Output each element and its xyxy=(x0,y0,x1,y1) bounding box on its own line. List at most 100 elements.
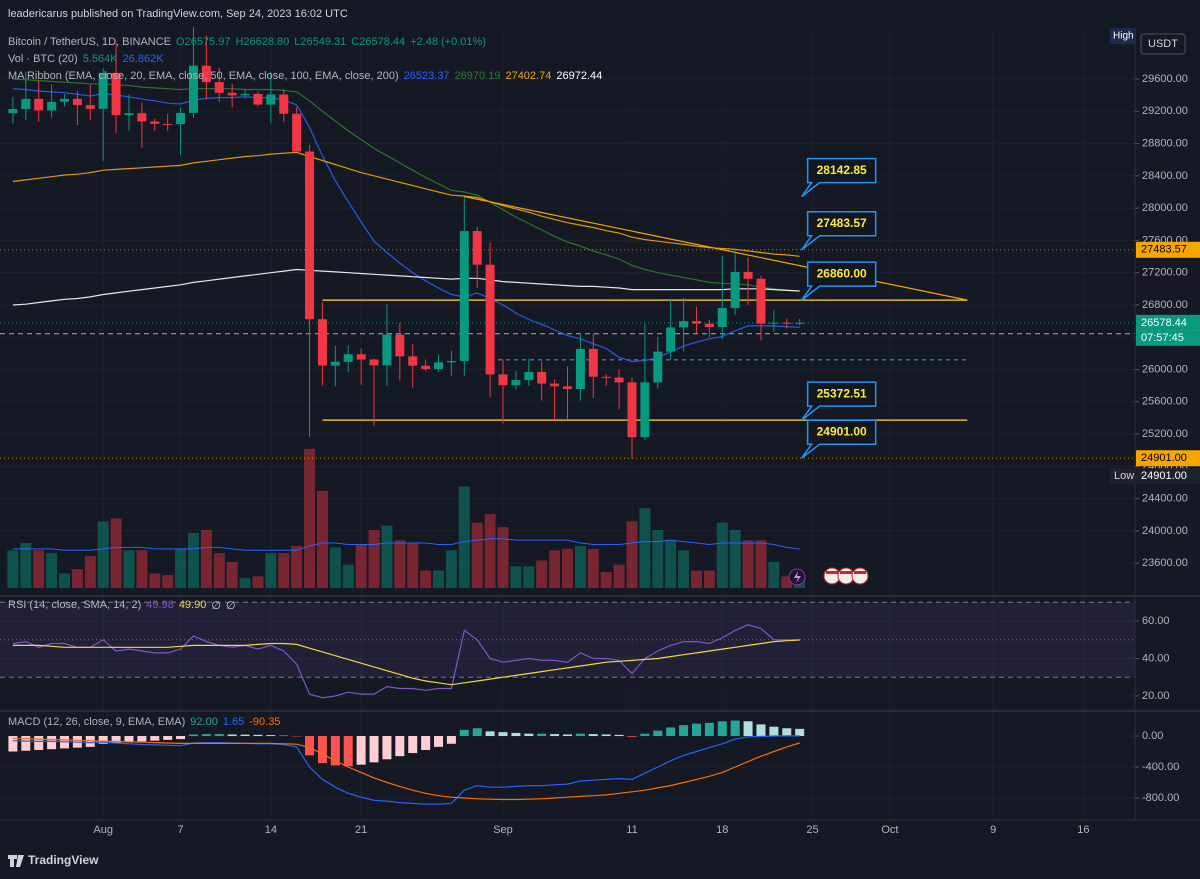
candle-body xyxy=(524,371,534,381)
volume-bar xyxy=(484,514,496,588)
volume-bar xyxy=(742,540,754,588)
candle-body xyxy=(601,376,611,378)
macd-histogram xyxy=(472,728,482,737)
callout xyxy=(801,419,877,459)
macd-histogram xyxy=(266,735,276,737)
y-tick-label: 28000.00 xyxy=(1142,202,1188,214)
y-tick-label: 23600.00 xyxy=(1142,557,1188,569)
callout xyxy=(801,381,877,421)
candle-body xyxy=(266,94,276,105)
volume-bar xyxy=(187,532,199,588)
macd-histogram xyxy=(627,736,637,737)
x-tick-label: 25 xyxy=(806,824,818,836)
volume-bar xyxy=(510,566,522,588)
candle-body xyxy=(150,121,160,124)
candle-body xyxy=(421,365,431,370)
candle-body xyxy=(176,112,186,125)
macd-histogram xyxy=(640,733,650,737)
low-tag-label: Low xyxy=(1114,470,1134,482)
volume-bar xyxy=(781,576,793,588)
low-tag-bg xyxy=(1110,468,1200,485)
candle-body xyxy=(743,271,753,279)
macd-histogram xyxy=(356,736,366,765)
macd-value: 1.65 xyxy=(222,716,245,728)
candle-body xyxy=(124,113,134,116)
volume-bar xyxy=(123,550,135,588)
event-flag[interactable] xyxy=(851,567,869,585)
axis-tag-label: 27483.57 xyxy=(1141,244,1187,256)
ma-legend: MA Ribbon (EMA, close, 20, EMA, close, 5… xyxy=(8,70,602,82)
volume-bar xyxy=(200,530,212,588)
candle-body xyxy=(640,382,650,438)
rsi-value: 49.90 xyxy=(178,599,207,611)
volume-bar xyxy=(729,530,741,588)
callout-label: 27483.57 xyxy=(817,216,867,230)
event-icons xyxy=(788,567,869,586)
volume-bar xyxy=(329,547,341,588)
volume-bar xyxy=(265,553,277,588)
x-tick-label: 16 xyxy=(1077,824,1089,836)
candle-body xyxy=(188,65,198,113)
volume-bar xyxy=(316,490,328,588)
macd-histogram xyxy=(588,734,598,737)
volume-bar xyxy=(252,576,264,588)
volume-bar xyxy=(600,572,612,588)
volume-bar xyxy=(716,522,728,588)
volume-bar xyxy=(407,543,419,588)
macd-legend: MACD (12, 26, close, 9, EMA, EMA) 92.00 1… xyxy=(8,716,280,728)
candle-body xyxy=(343,354,353,362)
candle-body xyxy=(511,380,521,386)
high-tag-bg xyxy=(1110,28,1136,44)
candle-body xyxy=(137,113,147,122)
candle-body xyxy=(21,98,31,110)
last-price-tag xyxy=(1136,314,1200,331)
candle-body xyxy=(679,321,689,328)
macd-histogram xyxy=(8,736,18,752)
ohlc: L26549.31 xyxy=(294,36,347,48)
macd-histogram xyxy=(21,736,31,751)
rsi-title: RSI (14, close, SMA, 14, 2) xyxy=(8,599,142,611)
volume-bar xyxy=(162,574,174,588)
x-tick-label: 18 xyxy=(716,824,728,836)
candle-body xyxy=(227,92,237,96)
y-tick-label: -400.00 xyxy=(1142,761,1179,773)
candle-body xyxy=(704,323,714,327)
macd-histogram xyxy=(201,734,211,737)
macd-hist-value: 92.00 xyxy=(190,716,218,728)
macd-value: -90.35 xyxy=(249,716,281,728)
candle-body xyxy=(446,360,456,363)
macd-histogram xyxy=(305,736,315,756)
macd-histogram xyxy=(446,736,456,744)
high-tag: High xyxy=(1113,31,1134,42)
macd-histogram xyxy=(550,734,560,737)
price-legend: Bitcoin / TetherUS, 1D, BINANCE O26575.9… xyxy=(8,36,486,48)
volume-bar xyxy=(291,545,303,588)
volume-value: 5.564K xyxy=(82,53,118,65)
x-tick-label: 21 xyxy=(355,824,367,836)
volume-bar xyxy=(703,570,715,588)
macd-histogram xyxy=(421,736,431,750)
volume-bar xyxy=(678,550,690,588)
macd-histogram xyxy=(137,736,147,742)
candle-body xyxy=(459,231,469,361)
volume-bar xyxy=(639,508,651,588)
y-tick-label: -800.00 xyxy=(1142,792,1179,804)
candle-body xyxy=(588,348,598,377)
candle-body xyxy=(614,377,624,383)
candle-body xyxy=(472,231,482,265)
volume-bar xyxy=(149,573,161,588)
macd-histogram xyxy=(227,734,237,737)
volume-bar xyxy=(523,566,535,588)
ema-line xyxy=(12,151,800,257)
logo xyxy=(8,855,24,867)
volume-bar xyxy=(355,544,367,588)
volume-bar xyxy=(58,573,70,588)
candle-body xyxy=(201,65,211,83)
axis-tag-label: 24901.00 xyxy=(1141,452,1187,464)
candle-body xyxy=(691,321,701,324)
ema-line xyxy=(12,78,800,292)
volume-bar xyxy=(278,553,290,588)
candle-body xyxy=(8,109,18,114)
ema-line xyxy=(12,268,800,306)
